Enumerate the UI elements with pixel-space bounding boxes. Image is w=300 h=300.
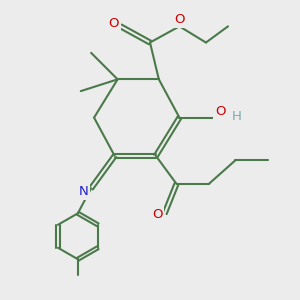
Text: O: O: [152, 208, 162, 221]
Text: O: O: [109, 17, 119, 30]
Text: H: H: [232, 110, 242, 123]
Text: N: N: [78, 185, 88, 198]
Text: O: O: [215, 105, 225, 118]
Text: O: O: [174, 14, 185, 26]
